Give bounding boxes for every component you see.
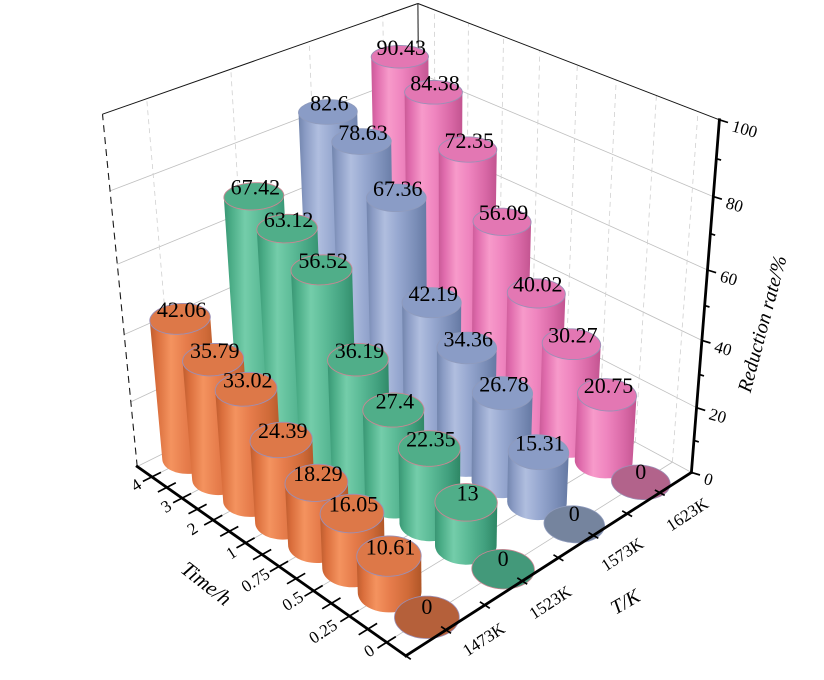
svg-text:67.42: 67.42 (231, 175, 281, 200)
svg-text:24.39: 24.39 (258, 418, 308, 443)
svg-text:22.35: 22.35 (406, 427, 456, 452)
svg-text:56.52: 56.52 (298, 248, 348, 273)
svg-text:16.05: 16.05 (329, 492, 379, 517)
svg-text:13: 13 (457, 481, 479, 506)
svg-text:0: 0 (635, 459, 646, 484)
svg-text:10.61: 10.61 (366, 534, 416, 559)
svg-text:35.79: 35.79 (190, 338, 240, 363)
svg-text:15.31: 15.31 (515, 431, 565, 456)
svg-text:42.06: 42.06 (157, 297, 207, 322)
svg-text:42.19: 42.19 (408, 281, 458, 306)
svg-text:72.35: 72.35 (445, 128, 495, 153)
svg-text:80: 80 (724, 193, 746, 216)
svg-text:84.38: 84.38 (410, 71, 460, 96)
svg-text:36.19: 36.19 (335, 338, 385, 363)
svg-text:56.09: 56.09 (479, 200, 529, 225)
svg-text:26.78: 26.78 (479, 372, 529, 397)
svg-text:60: 60 (718, 267, 740, 290)
svg-text:34.36: 34.36 (444, 326, 494, 351)
svg-text:90.43: 90.43 (377, 35, 427, 60)
svg-text:30.27: 30.27 (548, 322, 598, 347)
svg-text:67.36: 67.36 (373, 176, 423, 201)
svg-text:27.4: 27.4 (376, 388, 415, 413)
svg-text:0: 0 (498, 546, 509, 571)
svg-text:18.29: 18.29 (293, 461, 343, 486)
svg-text:0: 0 (569, 501, 580, 526)
svg-text:33.02: 33.02 (223, 368, 273, 393)
svg-text:82.6: 82.6 (310, 90, 349, 115)
svg-text:78.63: 78.63 (338, 120, 388, 145)
svg-text:40.02: 40.02 (513, 272, 563, 297)
svg-text:20.75: 20.75 (584, 373, 634, 398)
svg-text:63.12: 63.12 (264, 207, 314, 232)
svg-text:20: 20 (707, 404, 729, 427)
svg-text:0: 0 (421, 594, 432, 619)
svg-text:40: 40 (712, 337, 734, 360)
